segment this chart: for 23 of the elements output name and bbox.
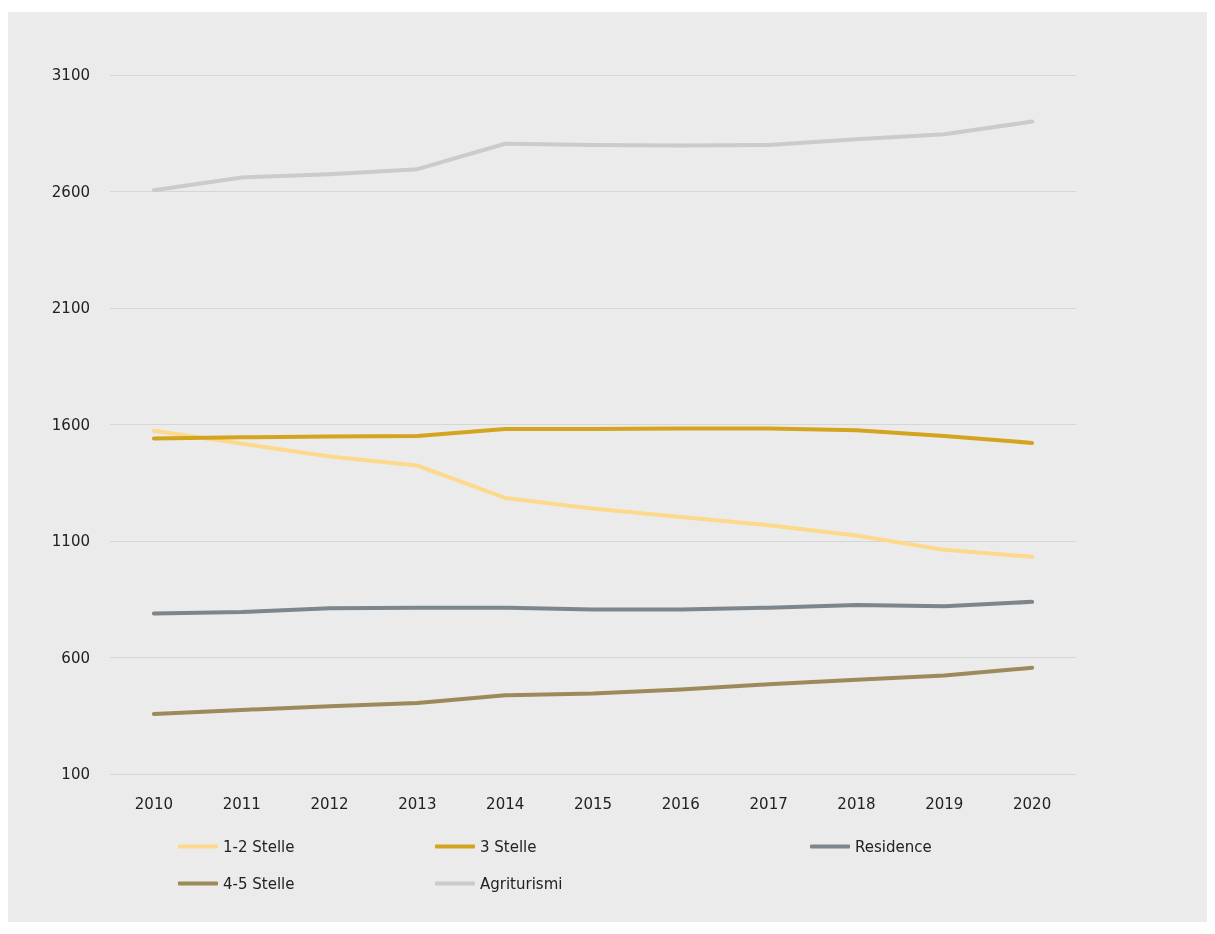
y-tick-label: 2600 — [51, 182, 90, 201]
x-tick-label: 2017 — [749, 794, 788, 813]
legend-label: 3 Stelle — [480, 837, 537, 856]
y-tick-label: 1100 — [51, 532, 90, 550]
y-tick-label: 1600 — [51, 415, 90, 434]
y-tick-label: 100 — [61, 765, 90, 783]
y-tick-label: 3100 — [51, 66, 90, 84]
x-tick-label: 2013 — [398, 794, 437, 813]
x-tick-label: 2012 — [310, 794, 349, 813]
legend-label: Residence — [855, 837, 932, 856]
x-tick-label: 2014 — [486, 794, 525, 813]
y-tick-label: 600 — [61, 648, 90, 667]
x-tick-label: 2010 — [134, 794, 173, 813]
x-tick-label: 2019 — [925, 794, 964, 813]
x-tick-label: 2016 — [661, 794, 700, 813]
legend-label: 1-2 Stelle — [223, 837, 295, 856]
legend-label: 4-5 Stelle — [223, 874, 295, 893]
y-tick-label: 2100 — [51, 299, 90, 317]
x-tick-label: 2018 — [837, 794, 876, 813]
x-tick-label: 2011 — [222, 794, 261, 813]
legend-label: Agriturismi — [480, 874, 563, 893]
x-tick-label: 2015 — [573, 794, 613, 813]
x-tick-label: 2020 — [1013, 794, 1052, 813]
